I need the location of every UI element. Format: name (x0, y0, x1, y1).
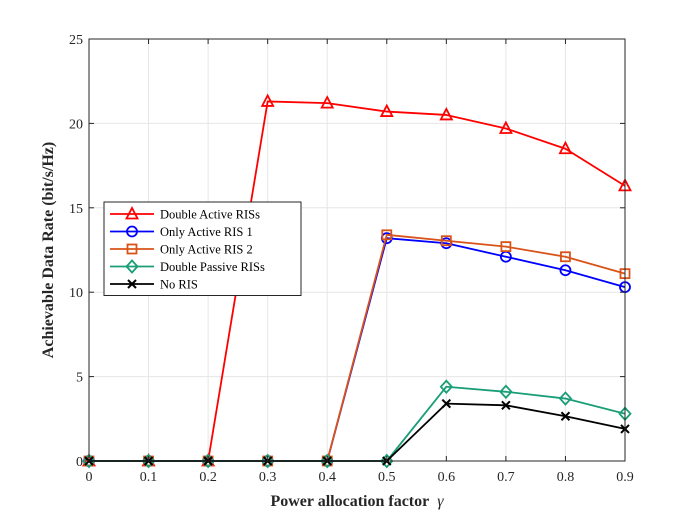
y-tick-label: 0 (76, 455, 83, 470)
data-point (439, 107, 454, 121)
legend-label: Double Active RISs (160, 208, 260, 222)
data-point (441, 398, 452, 409)
data-point (201, 453, 215, 469)
x-tick-label: 0.8 (557, 470, 575, 485)
y-tick-label: 20 (69, 117, 83, 132)
legend-label: Double Passive RISs (160, 260, 265, 274)
data-point (260, 93, 275, 107)
x-tick-label: 0.9 (616, 470, 634, 485)
y-axis-label: Achievable Data Rate (bit/s/Hz) (40, 142, 57, 358)
x-tick-label: 0 (86, 470, 93, 485)
data-point (439, 379, 454, 395)
legend-swatch-marker (125, 206, 139, 220)
y-tick-label: 15 (69, 202, 83, 217)
y-tick-label: 25 (69, 33, 83, 48)
legend-label: No RIS (160, 278, 198, 292)
data-point (499, 384, 513, 400)
legend-entry: No RIS (110, 278, 198, 292)
data-point (320, 95, 335, 109)
legend-swatch-marker (125, 259, 139, 274)
data-point (381, 229, 393, 241)
legend-entry: Double Active RISs (110, 206, 260, 222)
legend-entry: Double Passive RISs (110, 259, 265, 274)
x-tick-label: 0.6 (438, 470, 456, 485)
data-point (498, 120, 513, 134)
legend-label: Only Active RIS 1 (160, 225, 253, 239)
x-tick-label: 0.2 (199, 470, 217, 485)
legend-swatch-marker (126, 243, 138, 255)
x-axis-label: Power allocation factor γ (270, 493, 444, 510)
plot-frame (88, 38, 626, 462)
data-point (558, 391, 573, 406)
data-point (82, 453, 96, 469)
data-point (500, 241, 512, 253)
data-point (380, 453, 394, 469)
data-point (260, 453, 275, 469)
x-axis-label-text: Power allocation factor (270, 493, 437, 510)
y-tick-label: 5 (76, 371, 83, 386)
y-tick-label: 10 (69, 286, 83, 301)
legend-swatch-marker (127, 279, 137, 289)
data-point (379, 103, 394, 117)
data-point (141, 453, 156, 469)
legend-label: Only Active RIS 2 (160, 243, 253, 257)
legend: Double Active RISs Only Active RIS 1 Only … (103, 201, 302, 296)
data-point (501, 400, 511, 411)
legend-entry: Only Active RIS 2 (110, 243, 253, 257)
x-tick-label: 0.1 (140, 470, 158, 485)
data-point (560, 411, 571, 421)
data-point (559, 264, 572, 277)
axis-ticks: 0 0.1 0.2 0.3 0.4 0.5 0.6 0.7 0.8 0.9 0 5 10 15 20 25 (69, 33, 634, 485)
x-axis-label-symbol: γ (437, 493, 444, 510)
x-tick-label: 0.7 (497, 470, 515, 485)
x-tick-label: 0.3 (259, 470, 277, 485)
data-point (320, 453, 334, 469)
legend-swatch-marker (126, 225, 138, 238)
legend-entry: Only Active RIS 1 (110, 225, 253, 239)
x-tick-label: 0.5 (378, 470, 396, 485)
x-tick-label: 0.4 (318, 470, 336, 485)
data-point (560, 251, 571, 263)
data-point (558, 140, 573, 155)
data-point (440, 235, 452, 247)
